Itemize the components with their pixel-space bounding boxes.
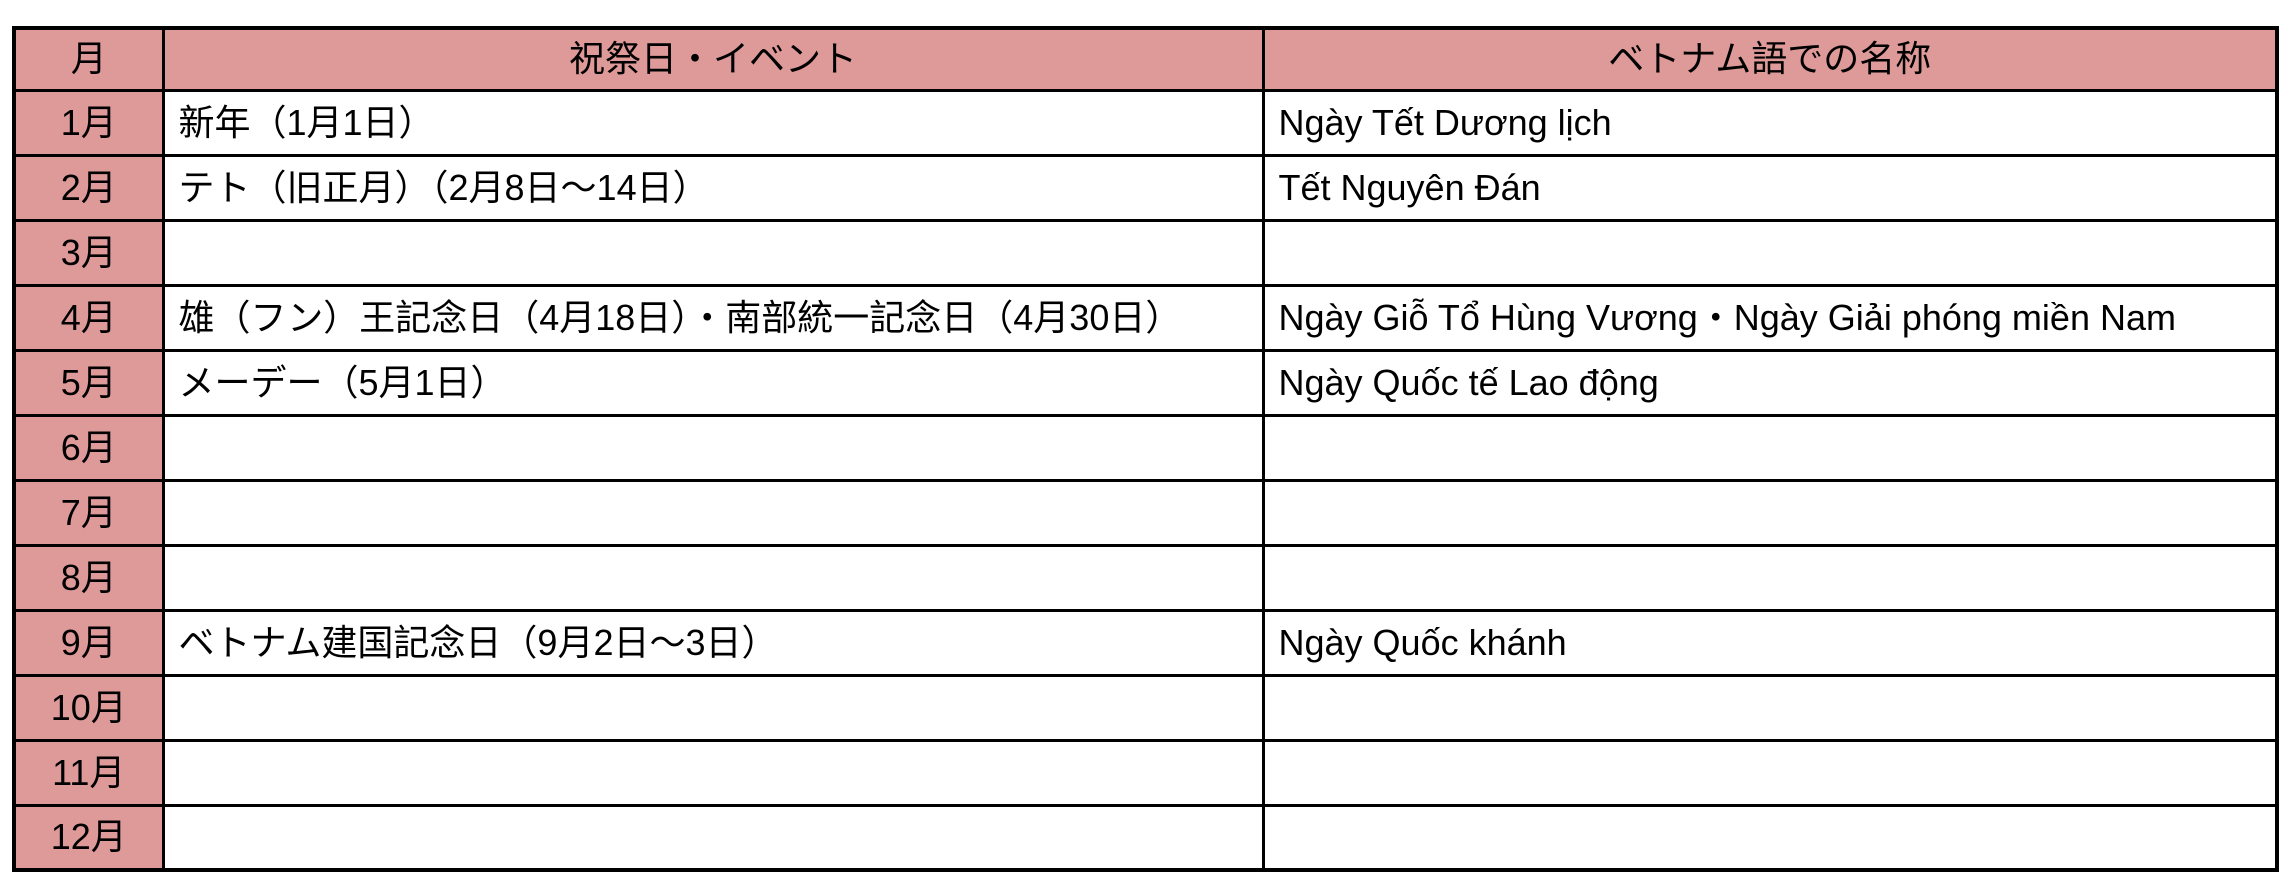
table-row: 10月 — [12, 673, 2279, 742]
month-cell: 2月 — [12, 153, 165, 222]
event-cell — [161, 478, 1265, 547]
header-cell-event: 祝祭日・イベント — [161, 26, 1265, 92]
table-row: 7月 — [12, 478, 2279, 547]
month-cell: 7月 — [12, 478, 165, 547]
month-cell: 9月 — [12, 608, 165, 677]
name-cell — [1261, 738, 2279, 807]
event-cell: テト（旧正月）（2月8日〜14日） — [161, 153, 1265, 222]
month-cell: 5月 — [12, 348, 165, 417]
month-cell: 10月 — [12, 673, 165, 742]
event-cell: 雄（フン）王記念日（4月18日）・南部統一記念日（4月30日） — [161, 283, 1265, 352]
name-cell — [1261, 673, 2279, 742]
table-row: 3月 — [12, 218, 2279, 287]
month-cell: 1月 — [12, 88, 165, 157]
name-cell — [1261, 413, 2279, 482]
name-cell — [1261, 543, 2279, 612]
month-cell: 3月 — [12, 218, 165, 287]
month-cell: 12月 — [12, 803, 165, 872]
name-cell: Ngày Giỗ Tổ Hùng Vương・Ngày Giải phóng m… — [1261, 283, 2279, 352]
month-cell: 6月 — [12, 413, 165, 482]
month-cell: 4月 — [12, 283, 165, 352]
event-cell — [161, 543, 1265, 612]
table-row: 4月 雄（フン）王記念日（4月18日）・南部統一記念日（4月30日） Ngày … — [12, 283, 2279, 352]
name-cell — [1261, 803, 2279, 872]
vietnam-holidays-table: 月 祝祭日・イベント ベトナム語での名称 1月 新年（1月1日） Ngày Tế… — [12, 26, 2279, 872]
name-cell: Ngày Quốc khánh — [1261, 608, 2279, 677]
table-row: 8月 — [12, 543, 2279, 612]
table-row: 12月 — [12, 803, 2279, 872]
event-cell: 新年（1月1日） — [161, 88, 1265, 157]
table-row: 5月 メーデー（5月1日） Ngày Quốc tế Lao động — [12, 348, 2279, 417]
table-row: 6月 — [12, 413, 2279, 482]
name-cell — [1261, 478, 2279, 547]
event-cell — [161, 803, 1265, 872]
month-cell: 11月 — [12, 738, 165, 807]
name-cell: Tết Nguyên Đán — [1261, 153, 2279, 222]
event-cell — [161, 738, 1265, 807]
table-row: 11月 — [12, 738, 2279, 807]
event-cell — [161, 673, 1265, 742]
event-cell: ベトナム建国記念日（9月2日〜3日） — [161, 608, 1265, 677]
month-cell: 8月 — [12, 543, 165, 612]
header-row: 月 祝祭日・イベント ベトナム語での名称 — [12, 26, 2279, 92]
event-cell — [161, 413, 1265, 482]
event-cell — [161, 218, 1265, 287]
name-cell: Ngày Quốc tế Lao động — [1261, 348, 2279, 417]
header-cell-vietnamese-name: ベトナム語での名称 — [1261, 26, 2279, 92]
header-cell-month: 月 — [12, 26, 165, 92]
name-cell: Ngày Tết Dương lịch — [1261, 88, 2279, 157]
table-row: 2月 テト（旧正月）（2月8日〜14日） Tết Nguyên Đán — [12, 153, 2279, 222]
table-row: 9月 ベトナム建国記念日（9月2日〜3日） Ngày Quốc khánh — [12, 608, 2279, 677]
table-row: 1月 新年（1月1日） Ngày Tết Dương lịch — [12, 88, 2279, 157]
event-cell: メーデー（5月1日） — [161, 348, 1265, 417]
name-cell — [1261, 218, 2279, 287]
